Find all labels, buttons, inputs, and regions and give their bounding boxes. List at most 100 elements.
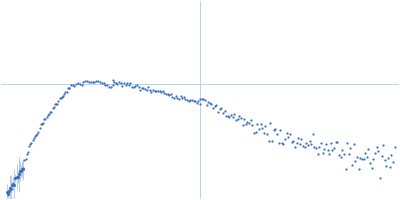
Point xyxy=(320,152,326,155)
Point xyxy=(278,142,285,145)
Point xyxy=(30,138,36,141)
Point xyxy=(344,141,350,145)
Point xyxy=(184,98,190,102)
Point xyxy=(321,147,328,150)
Point xyxy=(259,126,265,129)
Point xyxy=(54,103,60,106)
Point xyxy=(386,165,393,168)
Point xyxy=(256,127,262,130)
Point xyxy=(62,91,69,94)
Point xyxy=(102,83,108,86)
Point xyxy=(252,130,259,133)
Point xyxy=(323,142,329,145)
Point xyxy=(114,82,121,85)
Point xyxy=(215,110,221,113)
Point xyxy=(89,81,96,84)
Point xyxy=(298,138,305,141)
Point xyxy=(49,107,56,110)
Point xyxy=(138,86,145,89)
Point xyxy=(27,142,34,145)
Point xyxy=(182,97,189,100)
Point xyxy=(164,93,171,96)
Point xyxy=(189,98,195,101)
Point xyxy=(69,83,76,86)
Point xyxy=(234,117,241,121)
Point xyxy=(318,141,324,144)
Point xyxy=(377,176,383,179)
Point xyxy=(20,167,26,170)
Point xyxy=(93,79,100,82)
Point xyxy=(360,157,367,160)
Point xyxy=(127,81,134,85)
Point xyxy=(108,85,114,89)
Point xyxy=(48,110,54,113)
Point xyxy=(152,89,158,92)
Point xyxy=(177,95,184,98)
Point xyxy=(370,157,376,161)
Point xyxy=(277,129,283,132)
Point xyxy=(292,145,298,148)
Point xyxy=(163,93,169,96)
Point xyxy=(385,156,391,160)
Point xyxy=(126,83,132,87)
Point xyxy=(145,85,152,89)
Point xyxy=(338,155,344,158)
Point xyxy=(257,122,264,125)
Point xyxy=(176,98,182,101)
Point xyxy=(272,128,278,131)
Point xyxy=(392,146,398,149)
Point xyxy=(349,163,355,167)
Point xyxy=(155,89,161,92)
Point xyxy=(356,167,362,170)
Point xyxy=(34,132,40,135)
Point xyxy=(98,81,105,84)
Point xyxy=(56,96,63,99)
Point xyxy=(262,124,269,127)
Point xyxy=(248,118,254,122)
Point xyxy=(26,145,32,148)
Point xyxy=(359,157,365,160)
Point xyxy=(132,85,138,88)
Point xyxy=(326,152,332,155)
Point xyxy=(266,139,272,142)
Point xyxy=(346,152,352,155)
Point xyxy=(208,102,215,105)
Point xyxy=(46,112,52,115)
Point xyxy=(295,136,301,139)
Point xyxy=(197,102,203,105)
Point xyxy=(53,103,59,106)
Point xyxy=(137,88,143,91)
Point xyxy=(84,80,90,83)
Point xyxy=(388,153,394,157)
Point xyxy=(293,141,300,144)
Point xyxy=(342,168,349,171)
Point xyxy=(59,96,65,99)
Point xyxy=(236,115,242,118)
Point xyxy=(52,103,58,106)
Point xyxy=(124,81,130,84)
Point xyxy=(311,146,318,149)
Point xyxy=(169,95,176,98)
Point xyxy=(287,133,293,136)
Point xyxy=(156,90,163,93)
Point xyxy=(390,161,396,164)
Point xyxy=(60,94,66,98)
Point xyxy=(35,130,42,133)
Point xyxy=(110,79,116,82)
Point xyxy=(350,142,357,145)
Point xyxy=(242,122,249,125)
Point xyxy=(91,80,98,84)
Point xyxy=(78,83,85,86)
Point xyxy=(181,95,187,98)
Point xyxy=(77,82,83,85)
Point xyxy=(210,106,216,109)
Point xyxy=(362,152,368,155)
Point xyxy=(246,121,252,124)
Point xyxy=(66,86,72,90)
Point xyxy=(241,118,247,121)
Point xyxy=(50,106,57,109)
Point xyxy=(160,90,166,93)
Point xyxy=(61,93,68,96)
Point xyxy=(111,81,118,84)
Point xyxy=(368,167,375,170)
